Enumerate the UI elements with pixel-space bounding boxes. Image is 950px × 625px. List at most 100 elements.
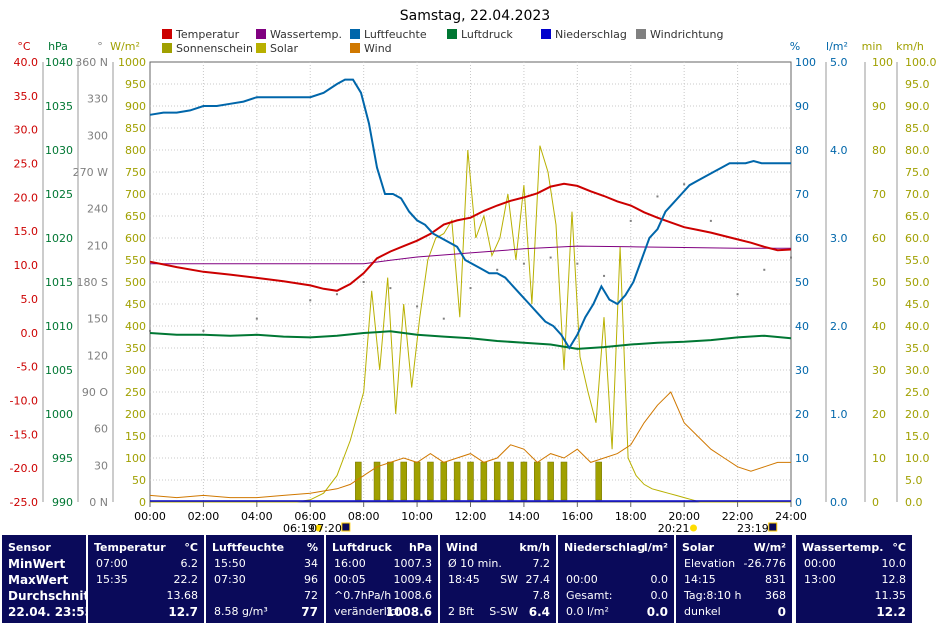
axis-tick-label: 1025	[45, 188, 73, 201]
axis-tick-label: 70.0	[905, 188, 930, 201]
axis-tick-label: 35.0	[905, 342, 930, 355]
panel-cell-value: 96	[304, 573, 318, 586]
panel-card: Solar W/m² Elevation -26.776 14:15 831 Tag:8:1…	[676, 535, 792, 623]
wind-direction-point	[202, 329, 205, 332]
axis-tick-label: 240	[87, 203, 108, 216]
axis-tick-label: 1.0	[830, 408, 848, 421]
sunshine-bar	[387, 461, 394, 501]
time-tick-label: 20:00	[668, 510, 700, 523]
panel-cell-label: MinWert	[8, 557, 66, 571]
legend-swatch	[541, 29, 551, 39]
axis-tick-label: 900	[125, 100, 146, 113]
time-tick-label: 06:00	[294, 510, 326, 523]
time-tick-label: 00:00	[134, 510, 166, 523]
panel-cell-label: MaxWert	[8, 573, 69, 587]
panel-header: Niederschlag	[564, 541, 646, 554]
plot-area	[149, 61, 792, 503]
sunshine-bar	[520, 461, 528, 501]
axis-tick-label: 65.0	[905, 210, 930, 223]
panel-cell-label: 00:00	[804, 557, 836, 570]
legend-label: Niederschlag	[555, 28, 627, 41]
axis-tick-label: 150	[125, 430, 146, 443]
wind-direction-point	[149, 329, 151, 332]
axis-unit: °	[97, 40, 103, 53]
axis-tick-label: 40.0	[14, 56, 39, 69]
series-line-solar	[150, 145, 791, 503]
wind-direction-point	[255, 317, 258, 320]
axis-tick-label: 100	[125, 452, 146, 465]
axis-unit: %	[790, 40, 800, 53]
legend-label: Luftdruck	[461, 28, 513, 41]
axis-tick-label: 800	[125, 144, 146, 157]
panel-cell-label: dunkel	[684, 605, 721, 618]
wind-direction-point	[496, 268, 499, 271]
panel-cell-value: 13.68	[166, 589, 199, 602]
axis-tick-label: 350	[125, 342, 146, 355]
panel-cell-value: 1009.4	[393, 573, 433, 586]
panel-unit: km/h	[519, 541, 550, 554]
panel-cell-label: 18:45	[448, 573, 480, 586]
wind-direction-point	[522, 262, 525, 265]
panel-cell-value: 12.2	[876, 605, 906, 619]
weather-chart: Samstag, 22.04.2023 Temperatur Wassertemp…	[10, 8, 937, 535]
axis-tick-label: 80	[795, 144, 809, 157]
panel-header: Sensor	[8, 541, 51, 554]
panel-cell-label: veränderlich	[334, 605, 403, 618]
axis-tick-label: 60	[795, 232, 809, 245]
axis-tick-label: 90.0	[905, 100, 930, 113]
axis-tick-label: 1010	[45, 320, 73, 333]
axis-tick-label: 70	[872, 188, 886, 201]
series-line-temperatur	[149, 182, 792, 292]
axis-tick-label: 750	[125, 166, 146, 179]
panel-card: Luftdruck hPa 16:00 1007.3 00:05 1009.4 ^0.7hP…	[326, 535, 438, 623]
sunshine-bar	[547, 461, 554, 501]
sun-mark-moonrise: 07:20	[310, 522, 342, 535]
legend-swatch	[256, 29, 266, 39]
panel-cell-extra: SW	[500, 573, 518, 586]
wind-direction-point	[469, 287, 472, 290]
axis-tick-label: 90 O	[82, 386, 108, 399]
axis-tick-label: 550	[125, 254, 146, 267]
panel-cell-value: 22.2	[173, 573, 199, 586]
axis-tick-label: 950	[125, 78, 146, 91]
panel-cell-value: 12.8	[881, 573, 907, 586]
panel-cell-value: 12.7	[168, 605, 198, 619]
panel-cell-label: 16:00	[334, 557, 366, 570]
axis-tick-label: 1015	[45, 276, 73, 289]
series-line-luftdruck	[149, 330, 792, 350]
time-tick-label: 18:00	[615, 510, 647, 523]
axis-tick-label: 300	[125, 364, 146, 377]
axis-tick-label: 600	[125, 232, 146, 245]
time-tick-label: 16:00	[561, 510, 593, 523]
sunshine-bar	[440, 461, 448, 501]
axis-tick-label: 50	[872, 276, 886, 289]
axis-tick-label: 15.0	[14, 225, 39, 238]
panel-cell-value: 1008.6	[385, 605, 432, 619]
series-line-wassertemp	[150, 245, 791, 265]
axis-tick-label: 850	[125, 122, 146, 135]
axis-tick-label: 1035	[45, 100, 73, 113]
series-line-luftfeuchte	[149, 78, 791, 350]
axis-tick-label: 90	[872, 100, 886, 113]
axis-tick-label: 45.0	[905, 298, 930, 311]
axis-tick-label: 150	[87, 313, 108, 326]
axis-tick-label: 300	[87, 129, 108, 142]
axis-tick-label: 990	[52, 496, 73, 509]
axis-tick-label: 75.0	[905, 166, 930, 179]
legend-label: Wind	[364, 42, 392, 55]
legend-swatch	[447, 29, 457, 39]
moon-icon	[768, 522, 778, 532]
axis-tick-label: 250	[125, 386, 146, 399]
axis-tick-label: 30	[872, 364, 886, 377]
axis-unit: km/h	[896, 40, 924, 53]
axis-tick-label: 330	[87, 93, 108, 106]
panel-cell-value: 7.2	[532, 557, 551, 570]
legend-label: Solar	[270, 42, 299, 55]
axis-tick-label: 400	[125, 320, 146, 333]
axis-tick-label: 500	[125, 276, 146, 289]
axis-tick-label: 10	[795, 452, 809, 465]
axis-tick-label: -15.0	[10, 428, 38, 441]
sunshine-bar	[467, 461, 474, 501]
panel-cell-label: 15:35	[96, 573, 128, 586]
sunshine-bar	[507, 461, 514, 501]
